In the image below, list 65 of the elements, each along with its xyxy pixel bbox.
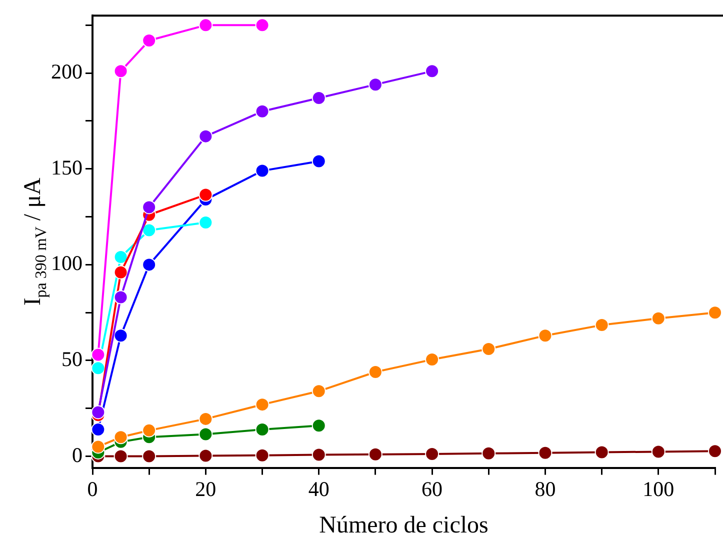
x-tick-label: 0: [87, 476, 98, 501]
y-tick-label: 200: [51, 60, 82, 84]
point: [255, 448, 270, 462]
point: [91, 440, 106, 454]
point: [142, 449, 156, 464]
point: [368, 447, 382, 462]
point: [538, 446, 552, 460]
point: [198, 129, 213, 144]
point: [114, 290, 128, 304]
point: [312, 154, 326, 168]
point: [255, 164, 270, 178]
point: [651, 444, 666, 459]
point: [425, 447, 440, 462]
point: [142, 200, 156, 214]
point: [255, 18, 270, 32]
point: [91, 361, 106, 376]
x-tick-label: 80: [534, 476, 556, 501]
point: [708, 444, 722, 458]
point: [142, 258, 156, 272]
point: [312, 418, 326, 433]
x-tick-label: 40: [308, 476, 330, 501]
point: [198, 18, 213, 32]
point: [114, 250, 128, 264]
point: [198, 412, 213, 426]
point: [312, 90, 326, 105]
point: [198, 427, 213, 442]
x-axis-title: Número de ciclos: [319, 512, 488, 538]
point: [142, 423, 156, 438]
point: [651, 311, 666, 326]
x-tick-label: 20: [195, 476, 216, 501]
y-tick-label: 150: [51, 155, 82, 180]
point: [368, 364, 382, 379]
point: [708, 306, 722, 320]
point: [255, 398, 270, 412]
y-tick-label: 100: [51, 251, 82, 276]
point: [368, 78, 382, 92]
point: [594, 318, 609, 332]
point: [142, 34, 156, 48]
y-tick-label: 0: [72, 442, 82, 467]
point: [255, 422, 270, 436]
point: [91, 405, 106, 420]
y-axis-title: Ipa 390 mV / μA: [20, 177, 50, 306]
y-tick-label: 50: [62, 347, 82, 372]
point: [91, 348, 106, 362]
point: [538, 328, 552, 343]
point: [255, 104, 270, 118]
point: [482, 342, 496, 356]
x-tick-label: 100: [642, 476, 674, 501]
point: [312, 384, 326, 398]
point: [142, 223, 156, 238]
point: [198, 188, 213, 202]
point: [425, 64, 440, 78]
x-tick-label: 60: [422, 476, 443, 501]
point: [198, 216, 213, 230]
point: [114, 265, 128, 280]
point: [312, 448, 326, 462]
point: [198, 448, 213, 463]
point: [425, 352, 440, 367]
point: [114, 328, 128, 343]
point: [482, 446, 496, 460]
point: [114, 64, 128, 78]
point: [594, 445, 609, 460]
point: [114, 449, 128, 464]
point: [91, 422, 106, 436]
point: [114, 430, 128, 444]
